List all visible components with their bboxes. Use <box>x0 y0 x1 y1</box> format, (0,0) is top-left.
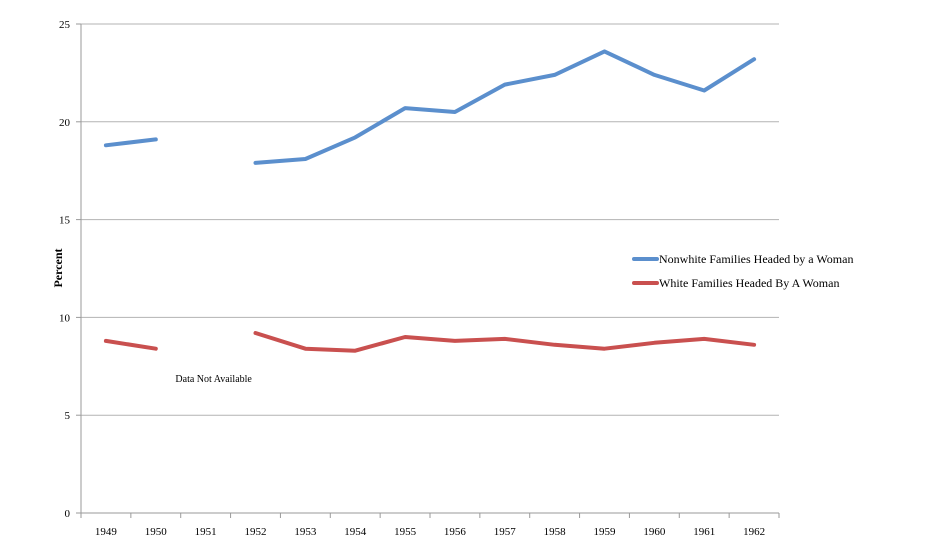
y-tick-label: 10 <box>59 312 71 324</box>
annotations: Data Not Available <box>175 374 252 385</box>
x-tick-label: 1954 <box>344 526 367 538</box>
tick-labels: 0 5 10 15 20 25 1949 1950 1951 1952 1953 1954 1955 19… <box>59 19 765 538</box>
data-not-available-note: Data Not Available <box>175 374 252 385</box>
x-tick-label: 1952 <box>245 526 267 538</box>
y-tick-label: 15 <box>59 215 71 227</box>
x-tick-label: 1949 <box>95 526 118 538</box>
x-tick-label: 1950 <box>145 526 168 538</box>
legend: Nonwhite Families Headed by a Woman White… <box>632 252 853 290</box>
series-lines <box>103 49 757 353</box>
series-line-1 <box>103 137 158 148</box>
x-tick-label: 1958 <box>544 526 567 538</box>
x-tick-label: 1951 <box>195 526 217 538</box>
y-tick-label: 25 <box>59 19 71 31</box>
legend-label-2: White Families Headed By A Woman <box>659 276 839 290</box>
gridlines <box>81 23 779 416</box>
x-tick-label: 1960 <box>643 526 666 538</box>
x-tick-label: 1955 <box>394 526 417 538</box>
y-tick-label: 5 <box>65 410 71 422</box>
y-tick-label: 0 <box>65 508 71 520</box>
x-tick-label: 1962 <box>743 526 765 538</box>
y-axis-label: Percent <box>51 248 65 287</box>
series-line-1 <box>253 49 757 165</box>
series-line-2 <box>103 338 158 351</box>
x-tick-label: 1953 <box>294 526 317 538</box>
series-line-2 <box>253 331 757 353</box>
x-tick-label: 1959 <box>594 526 617 538</box>
y-tick-label: 20 <box>59 117 71 129</box>
x-tick-label: 1957 <box>494 526 517 538</box>
x-tick-label: 1961 <box>693 526 715 538</box>
axes <box>76 23 780 518</box>
legend-label-1: Nonwhite Families Headed by a Woman <box>659 252 853 266</box>
x-tick-label: 1956 <box>444 526 467 538</box>
